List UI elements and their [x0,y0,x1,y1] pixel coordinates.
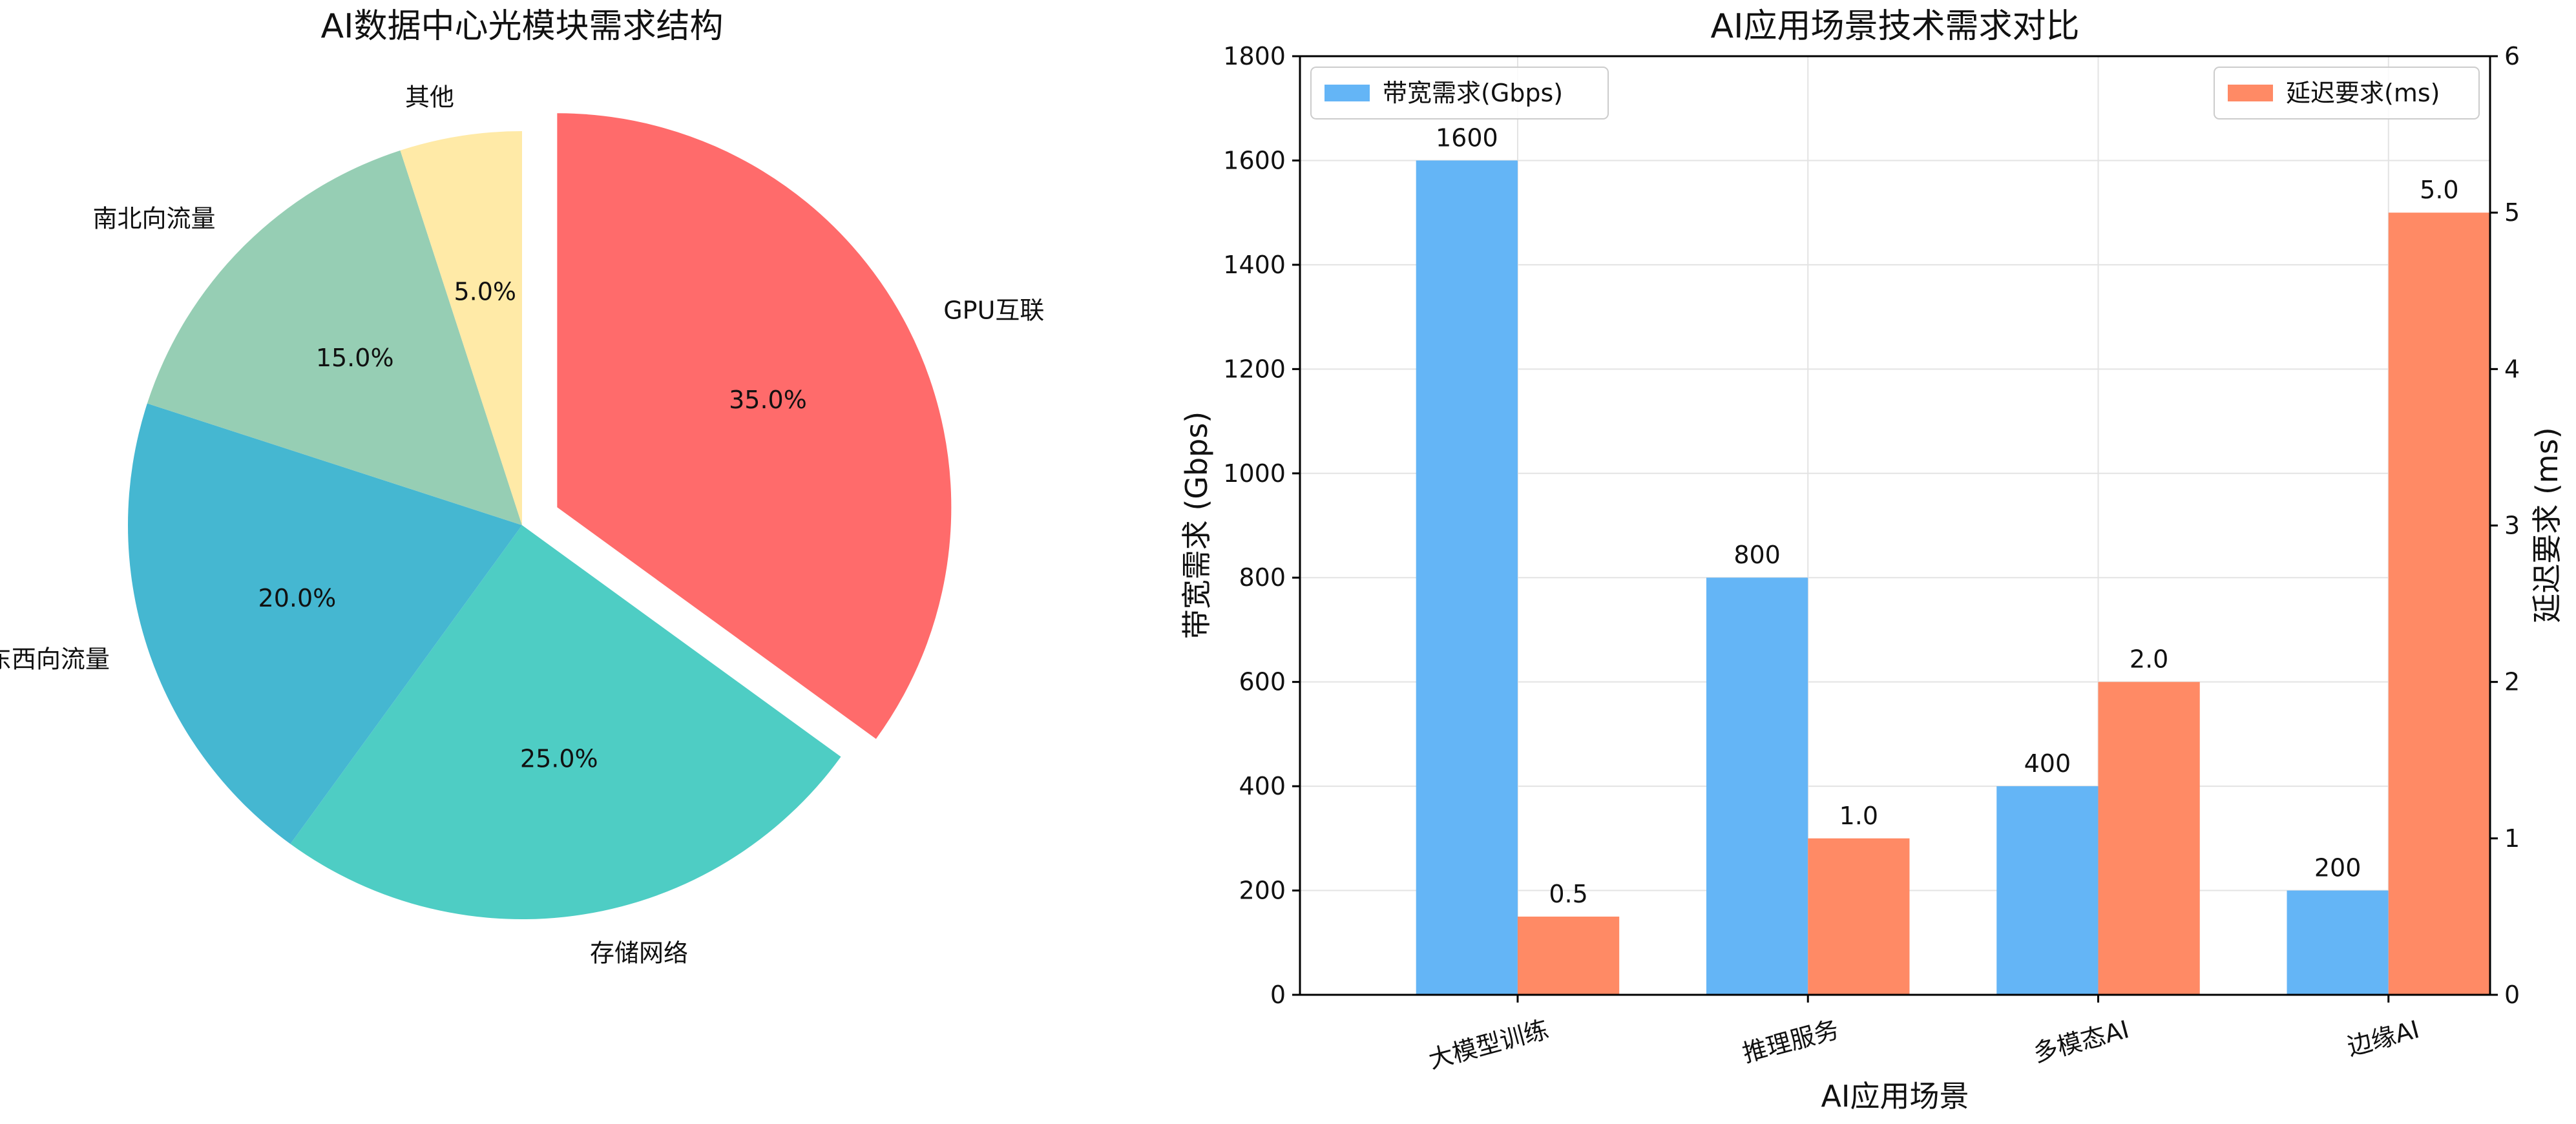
pie-pct-label-4: 5.0% [454,278,516,306]
pie-category-label-1: 存储网络 [590,939,688,968]
y-tick-label-1: 200 [1239,877,1286,905]
bar-title: AI应用场景技术需求对比 [1711,7,2080,46]
y-tick-label-6: 1200 [1223,355,1286,383]
x-axis-label: AI应用场景 [1821,1079,1969,1114]
x-tick-label-1: 推理服务 [1739,1015,1841,1068]
pie-slice-1 [290,525,841,919]
pie-pct-label-3: 15.0% [316,344,394,372]
y-axis-ticks: 0 200 400 600 800 1000 1200 1400 1600 1800 [1223,42,1300,1009]
bar-bandwidth-3 [2287,890,2389,995]
pie-title: AI数据中心光模块需求结构 [321,7,724,46]
y2-axis-ticks: 0 1 2 3 4 5 6 [2490,42,2520,1009]
y2-tick-label-5: 5 [2504,198,2520,227]
bar-latency-label-3: 5.0 [2420,176,2458,204]
y-tick-label-8: 1600 [1223,146,1286,174]
y-tick-label-0: 0 [1270,981,1286,1009]
y2-tick-label-0: 0 [2504,981,2520,1009]
bar-latency-1 [1808,838,1910,995]
x-axis-ticks: 大模型训练 推理服务 多模态AI 边缘AI [1425,995,2422,1074]
y2-tick-label-3: 3 [2504,512,2520,540]
y2-tick-label-4: 4 [2504,355,2520,383]
y2-tick-label-1: 1 [2504,824,2520,853]
bar-bandwidth-label-1: 800 [1733,541,1781,569]
bar-bandwidth-1 [1706,578,1808,995]
legend-swatch-bandwidth [1325,85,1370,101]
pie-slices [128,113,952,919]
bar-bandwidth-label-3: 200 [2314,854,2361,882]
bar-bandwidth-2 [1996,786,2099,995]
pie-category-label-4: 其他 [405,83,454,111]
x-tick-label-0: 大模型训练 [1425,1015,1551,1074]
bar-value-labels: 1600 0.5 800 1.0 400 2.0 200 5.0 [1436,123,2459,908]
y-tick-label-3: 600 [1239,668,1286,696]
pie-slice-0 [557,113,952,739]
y-tick-label-4: 800 [1239,563,1286,592]
legend-label-latency: 延迟要求(ms) [2286,79,2440,107]
y2-tick-label-6: 6 [2504,42,2520,70]
y2-tick-label-2: 2 [2504,668,2520,696]
pie-pct-label-0: 35.0% [729,386,807,414]
bar-latency-0 [1517,916,1620,995]
pie-pct-label-2: 20.0% [258,584,337,612]
pie-category-label-3: 南北向流量 [93,205,216,233]
pie-pct-label-1: 25.0% [520,744,598,773]
bar-bandwidth-label-2: 400 [2024,749,2071,778]
legend-left: 带宽需求(Gbps) [1310,67,1609,120]
legend-swatch-latency [2228,85,2273,101]
pie-texts: 35.0% GPU互联 25.0% 存储网络 20.0% 东西向流量 15.0% 南北向流量 5… [0,83,1044,967]
pie-category-label-0: GPU互联 [943,297,1044,325]
legend-right: 延迟要求(ms) [2214,67,2480,120]
bar-latency-2 [2098,682,2200,995]
pie-slice-2 [128,403,522,844]
pie-slice-4 [400,131,522,525]
bar-latency-label-0: 0.5 [1549,880,1587,908]
pie-slice-3 [147,150,522,525]
legend-left-frame [1310,67,1609,120]
y-axis-label: 带宽需求 (Gbps) [1179,411,1214,640]
pie-chart: AI数据中心光模块需求结构 35.0% GPU互联 25.0% 存储网络 20.0% 东西… [0,7,1044,968]
y-tick-label-9: 1800 [1223,42,1286,70]
legend-right-frame [2214,67,2480,120]
bar-latency-label-2: 2.0 [2130,645,2168,674]
bar-latency-3 [2388,213,2490,995]
bar-bandwidth-label-0: 1600 [1436,123,1498,152]
pie-category-label-2: 东西向流量 [0,645,110,673]
y2-axis-label: 延迟要求 (ms) [2529,427,2564,623]
y-tick-label-2: 400 [1239,772,1286,800]
bars [1416,160,2490,995]
bar-bandwidth-0 [1416,160,1518,995]
y-tick-label-7: 1400 [1223,251,1286,279]
x-tick-label-3: 边缘AI [2344,1015,2422,1061]
bar-latency-label-1: 1.0 [1839,802,1878,830]
x-tick-label-2: 多模态AI [2030,1015,2131,1068]
y-tick-label-5: 1000 [1223,459,1286,488]
legend-label-bandwidth: 带宽需求(Gbps) [1383,79,1563,107]
